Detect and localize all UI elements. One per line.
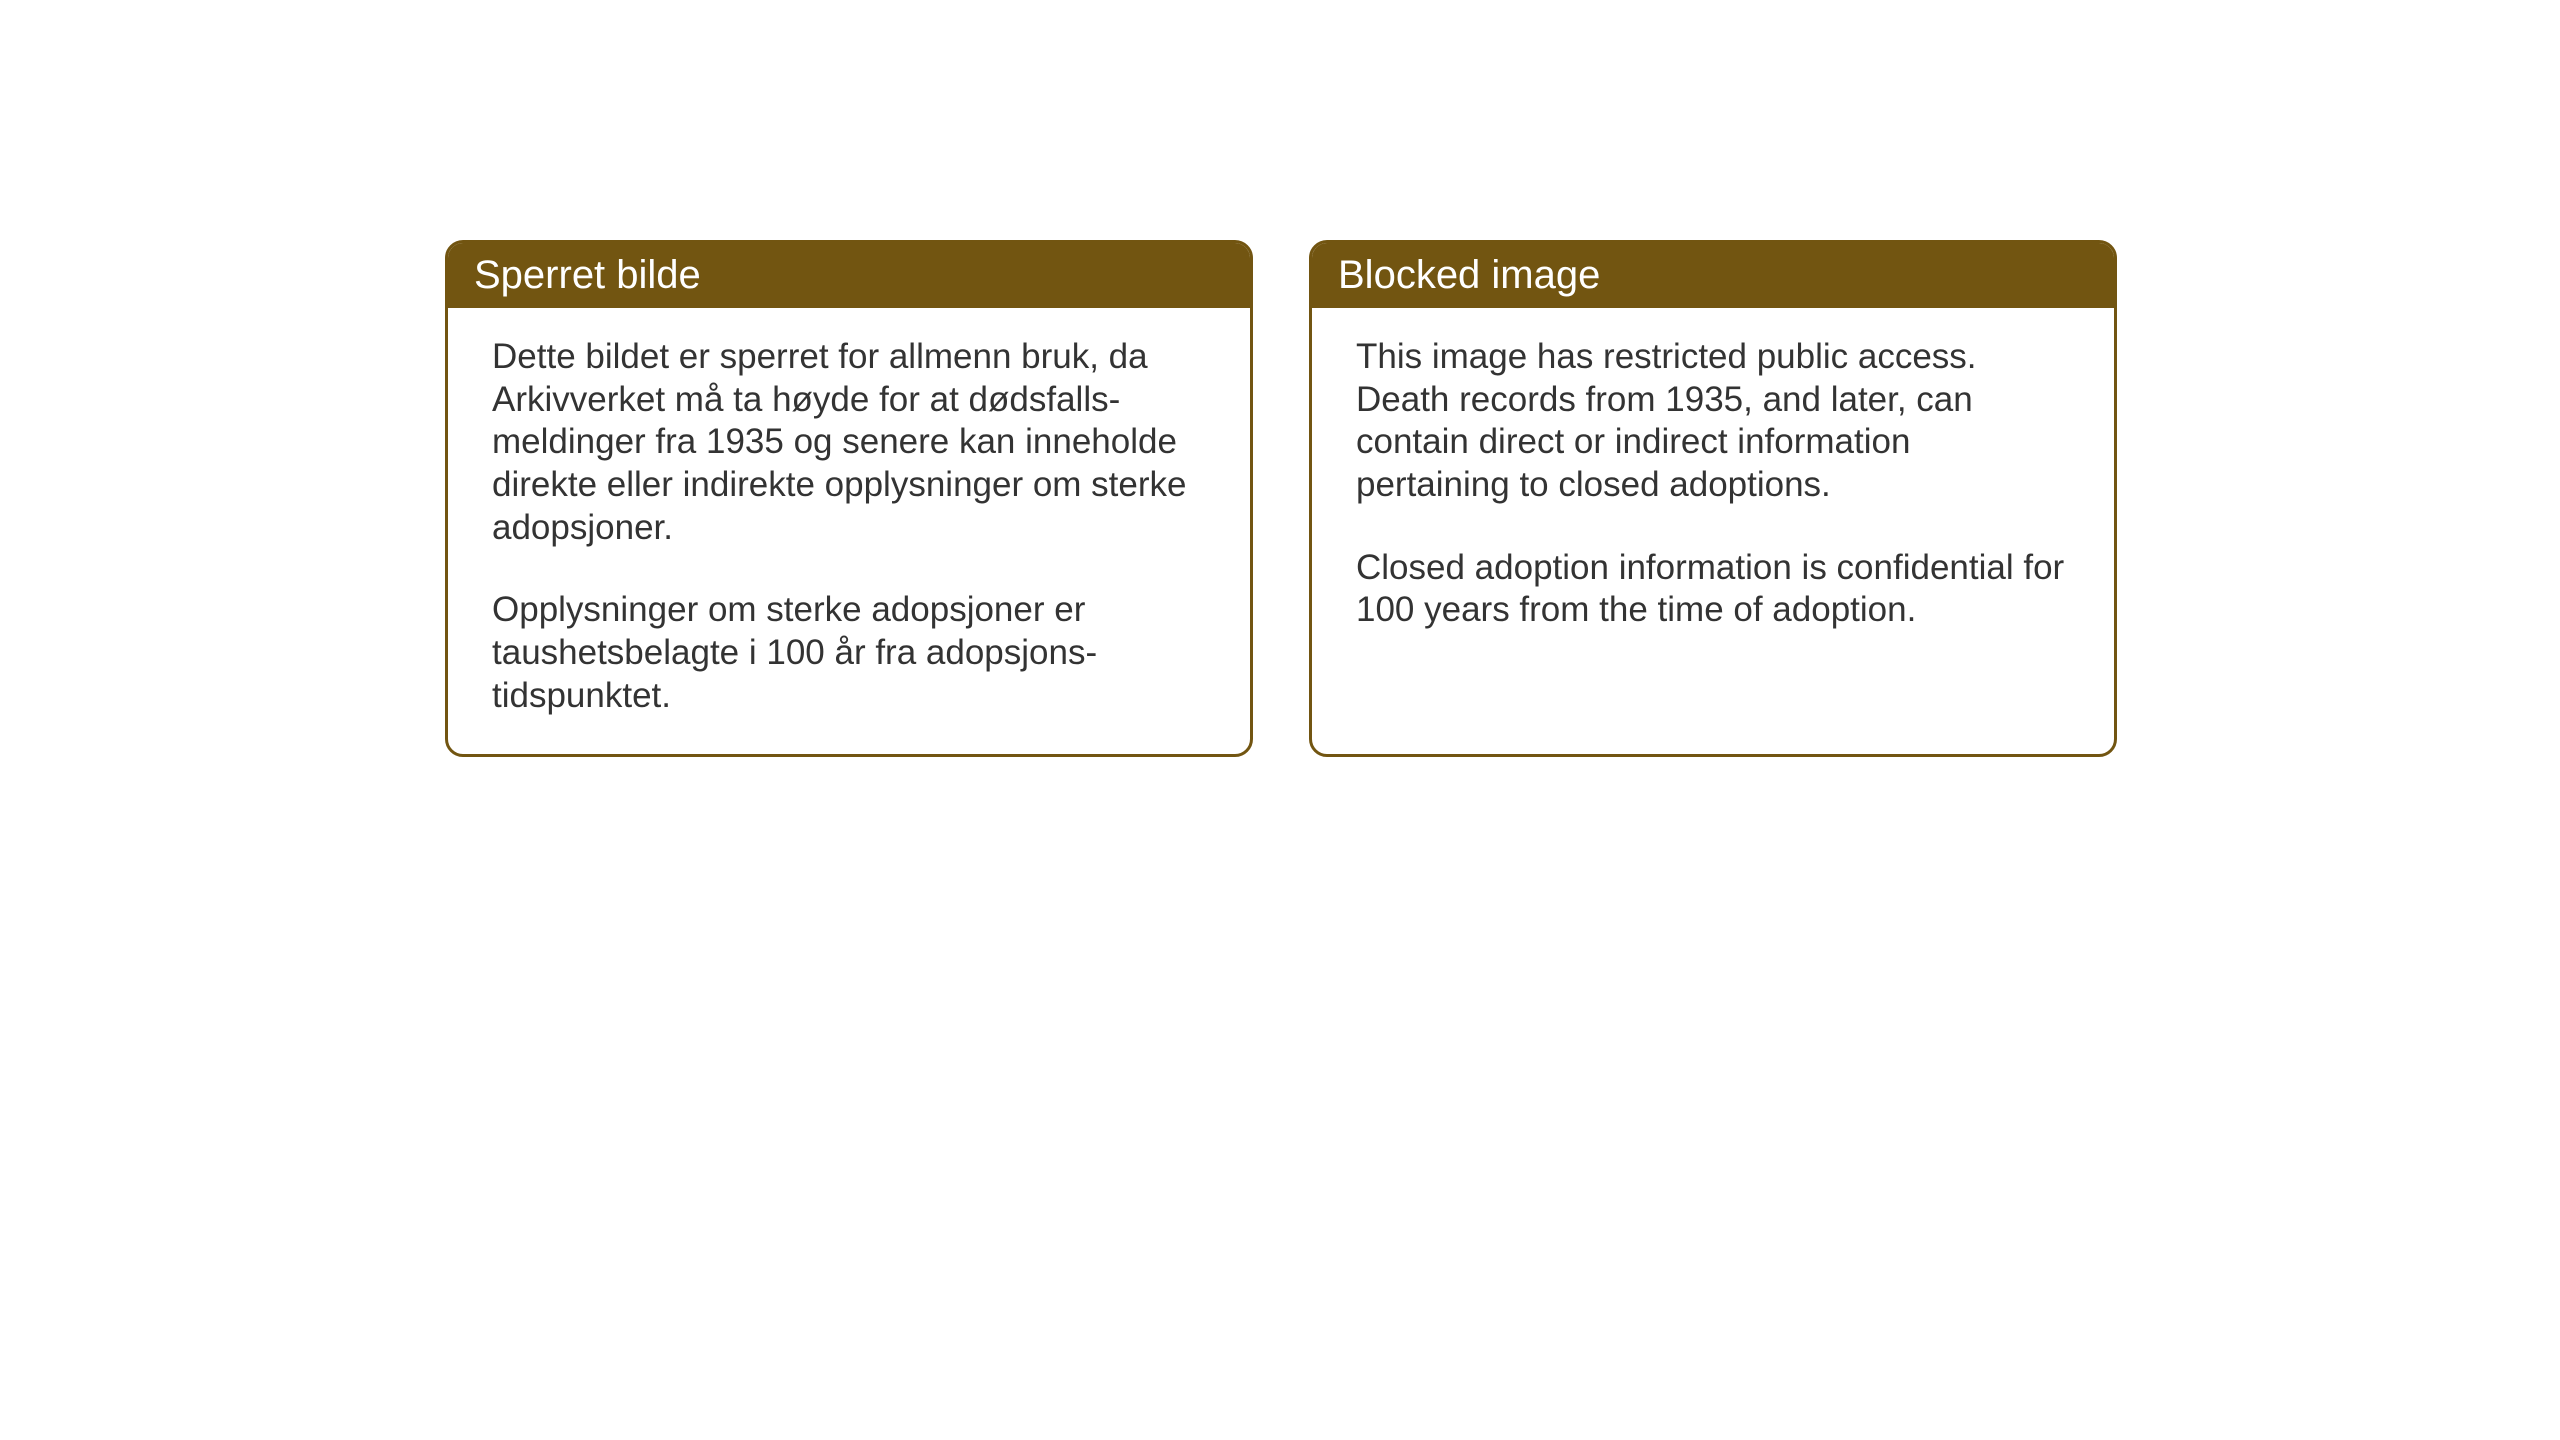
card-paragraph-1-norwegian: Dette bildet er sperret for allmenn bruk… <box>492 336 1206 549</box>
card-paragraph-1-english: This image has restricted public access.… <box>1356 336 2070 507</box>
card-body-english: This image has restricted public access.… <box>1312 308 2114 668</box>
card-body-norwegian: Dette bildet er sperret for allmenn bruk… <box>448 308 1250 754</box>
card-paragraph-2-norwegian: Opplysninger om sterke adopsjoner er tau… <box>492 589 1206 717</box>
notice-container: Sperret bilde Dette bildet er sperret fo… <box>445 240 2117 757</box>
notice-card-norwegian: Sperret bilde Dette bildet er sperret fo… <box>445 240 1253 757</box>
card-header-english: Blocked image <box>1312 243 2114 308</box>
card-header-norwegian: Sperret bilde <box>448 243 1250 308</box>
card-title-norwegian: Sperret bilde <box>474 253 701 297</box>
card-paragraph-2-english: Closed adoption information is confident… <box>1356 547 2070 632</box>
card-title-english: Blocked image <box>1338 253 1600 297</box>
notice-card-english: Blocked image This image has restricted … <box>1309 240 2117 757</box>
